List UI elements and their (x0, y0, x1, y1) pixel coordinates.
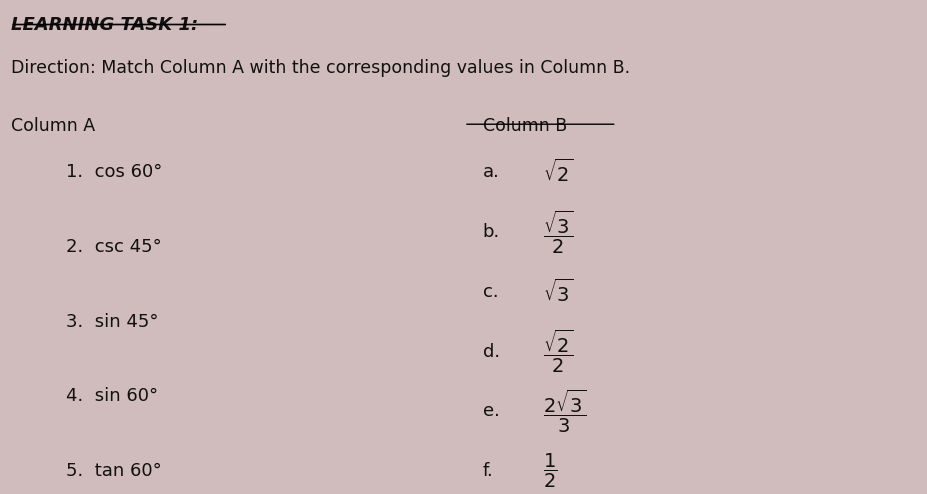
Text: Direction: Match Column A with the corresponding values in Column B.: Direction: Match Column A with the corre… (10, 59, 629, 77)
Text: e.: e. (482, 402, 499, 420)
Text: f.: f. (482, 462, 493, 480)
Text: $\dfrac{2\sqrt{3}}{3}$: $\dfrac{2\sqrt{3}}{3}$ (542, 388, 585, 435)
Text: d.: d. (482, 342, 499, 361)
Text: 4.  sin 60°: 4. sin 60° (66, 387, 159, 406)
Text: 1.  cos 60°: 1. cos 60° (66, 164, 162, 181)
Text: Column B: Column B (482, 117, 566, 135)
Text: 3.  sin 45°: 3. sin 45° (66, 313, 159, 330)
Text: 2.  csc 45°: 2. csc 45° (66, 238, 161, 256)
Text: $\dfrac{1}{2}$: $\dfrac{1}{2}$ (542, 452, 556, 490)
Text: 5.  tan 60°: 5. tan 60° (66, 462, 161, 480)
Text: $\sqrt{3}$: $\sqrt{3}$ (542, 278, 573, 305)
Text: Column A: Column A (10, 117, 95, 135)
Text: b.: b. (482, 223, 500, 241)
Text: c.: c. (482, 283, 498, 301)
Text: $\dfrac{\sqrt{3}}{2}$: $\dfrac{\sqrt{3}}{2}$ (542, 208, 573, 256)
Text: $\sqrt{2}$: $\sqrt{2}$ (542, 159, 573, 186)
Text: a.: a. (482, 164, 499, 181)
Text: $\dfrac{\sqrt{2}}{2}$: $\dfrac{\sqrt{2}}{2}$ (542, 328, 573, 375)
Text: LEARNING TASK 1:: LEARNING TASK 1: (10, 16, 197, 34)
